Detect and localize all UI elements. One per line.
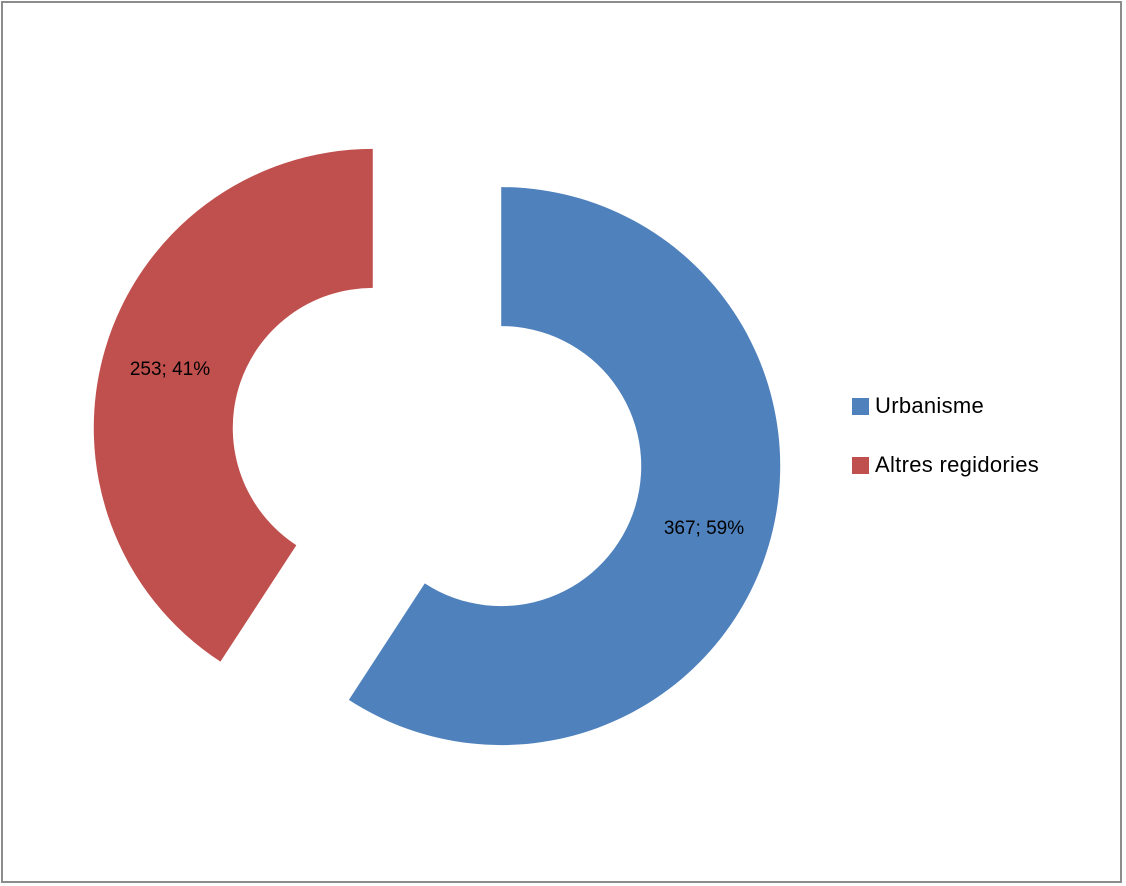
donut-slices: [93, 148, 781, 746]
legend-swatch-altres-regidories: [852, 456, 869, 474]
legend-item-urbanisme: Urbanisme: [852, 390, 1039, 422]
slice-altres-regidories: [93, 148, 373, 662]
legend-label-urbanisme: Urbanisme: [875, 393, 985, 418]
data-labels: 367; 59% 253; 41%: [130, 359, 744, 539]
slice-urbanisme: [348, 187, 781, 746]
legend-item-altres-regidories: Altres regidories: [852, 449, 1039, 481]
data-label-altres-regidories: 253; 41%: [130, 359, 210, 380]
data-label-urbanisme: 367; 59%: [664, 518, 744, 539]
legend-label-altres-regidories: Altres regidories: [875, 452, 1040, 477]
legend: Urbanisme Altres regidories: [852, 390, 1039, 508]
legend-swatch-urbanisme: [852, 397, 869, 415]
